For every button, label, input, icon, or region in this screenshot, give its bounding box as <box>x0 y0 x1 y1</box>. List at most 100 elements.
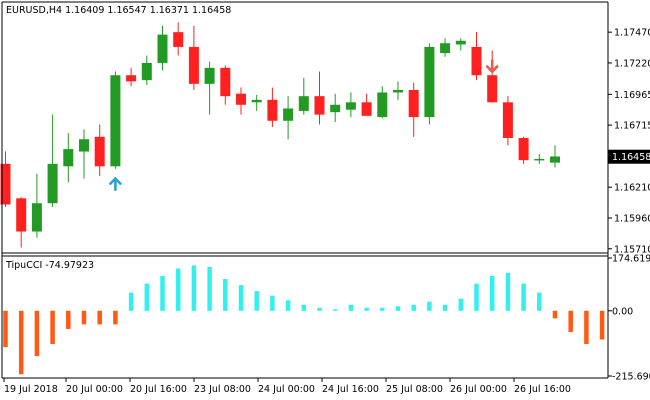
time-tick-label: 26 Jul 00:00 <box>450 384 507 395</box>
candle <box>31 173 42 238</box>
candle <box>126 67 137 87</box>
price-header: EURUSD,H4 1.16409 1.16547 1.16371 1.1645… <box>6 5 231 16</box>
cci-bar <box>34 310 40 357</box>
cci-bar <box>285 300 291 311</box>
indicator-pane[interactable]: TipuCCI -74.97923 <box>3 260 605 375</box>
arrow-down-icon <box>485 59 499 74</box>
price-tick-label: 1.15960 <box>614 214 650 225</box>
candle-body <box>330 104 341 113</box>
candle <box>393 81 403 100</box>
candle <box>298 77 309 115</box>
candle-body <box>393 90 403 93</box>
candle-body <box>283 108 294 121</box>
cci-bar <box>505 273 511 311</box>
cci-bar <box>175 268 181 311</box>
cci-bar <box>50 310 55 345</box>
cci-bar <box>411 304 416 311</box>
candle <box>534 154 545 164</box>
candle-body <box>188 46 199 84</box>
cci-bar <box>474 283 479 311</box>
candle <box>173 22 184 56</box>
cci-bar <box>552 310 558 319</box>
candle <box>550 145 560 168</box>
candle <box>110 71 121 169</box>
candle-body <box>63 149 74 167</box>
candle-body <box>31 203 42 232</box>
candle-body <box>550 156 560 163</box>
candle <box>47 114 58 207</box>
candle-body <box>47 163 58 204</box>
candle-body <box>220 67 231 97</box>
candle <box>63 133 74 183</box>
cci-bar <box>489 276 495 311</box>
candle-body <box>361 102 372 116</box>
cci-bar <box>537 292 542 311</box>
candle <box>408 82 419 137</box>
current-price-marker: 1.16458 <box>608 149 650 164</box>
candle-body <box>345 102 356 110</box>
time-tick-label: 19 Jul 2018 <box>4 384 58 395</box>
candle <box>377 86 388 119</box>
candle-body <box>518 138 529 161</box>
candle-body <box>236 93 246 105</box>
candle-body <box>0 163 11 205</box>
current-price-label: 1.16458 <box>612 152 650 163</box>
candle <box>157 26 168 71</box>
candle-body <box>16 198 27 232</box>
price-tick-label: 1.17470 <box>614 28 650 39</box>
candle <box>16 197 27 248</box>
price-pane[interactable]: EURUSD,H4 1.16409 1.16547 1.16371 1.1645… <box>0 5 561 248</box>
candle <box>267 87 278 127</box>
time-tick-label: 24 Jul 00:00 <box>258 384 315 395</box>
candle <box>471 32 482 81</box>
price-axis: 1.17470 1.17220 1.16965 1.16715 1.16210 1.159… <box>608 28 650 255</box>
candle <box>361 93 372 116</box>
time-tick-label: 20 Jul 16:00 <box>130 384 187 395</box>
cci-bar <box>144 283 150 311</box>
candle <box>236 87 246 115</box>
cci-bar <box>207 266 212 311</box>
cci-bars-layer <box>3 265 605 375</box>
candle-body <box>251 99 262 103</box>
price-tick-label: 1.15710 <box>614 244 650 255</box>
time-tick-label: 23 Jul 08:00 <box>194 384 251 395</box>
cci-bar <box>18 310 24 375</box>
candle-body <box>487 75 498 103</box>
cci-axis: 174.6196 0.00 -215.6905 <box>608 254 650 383</box>
cci-bar <box>97 310 102 325</box>
candle <box>330 93 341 122</box>
candle <box>220 65 231 105</box>
candle <box>518 136 529 164</box>
cci-bar <box>3 310 8 348</box>
candle <box>455 38 466 51</box>
candle-body <box>502 102 513 138</box>
cci-bar <box>128 292 134 311</box>
cci-bar <box>568 310 573 332</box>
cci-bar <box>348 304 354 311</box>
pane-frames <box>1 1 609 379</box>
time-tick-label: 20 Jul 00:00 <box>66 384 123 395</box>
candle-body <box>314 96 325 115</box>
candle-body <box>408 90 419 118</box>
cci-tick-label: -215.6905 <box>612 372 650 383</box>
candle-body <box>440 43 451 54</box>
candles-layer <box>0 22 560 248</box>
candle <box>345 92 356 118</box>
cci-tick-label: 0.00 <box>612 306 633 317</box>
cci-bar <box>584 310 589 345</box>
candle-body <box>455 40 466 45</box>
cci-bar <box>66 310 71 329</box>
candle-body <box>126 75 137 82</box>
cci-bar <box>191 265 197 311</box>
candle-body <box>267 99 278 121</box>
indicator-header: TipuCCI -74.97923 <box>5 260 94 271</box>
candle-body <box>110 75 121 167</box>
candle <box>79 129 89 179</box>
arrow-up-icon <box>109 176 122 191</box>
candle <box>251 94 262 111</box>
cci-bar <box>427 301 432 311</box>
time-axis: 19 Jul 2018 20 Jul 00:00 20 Jul 16:00 23 Ju… <box>3 378 571 395</box>
price-tick-label: 1.16210 <box>614 183 650 194</box>
